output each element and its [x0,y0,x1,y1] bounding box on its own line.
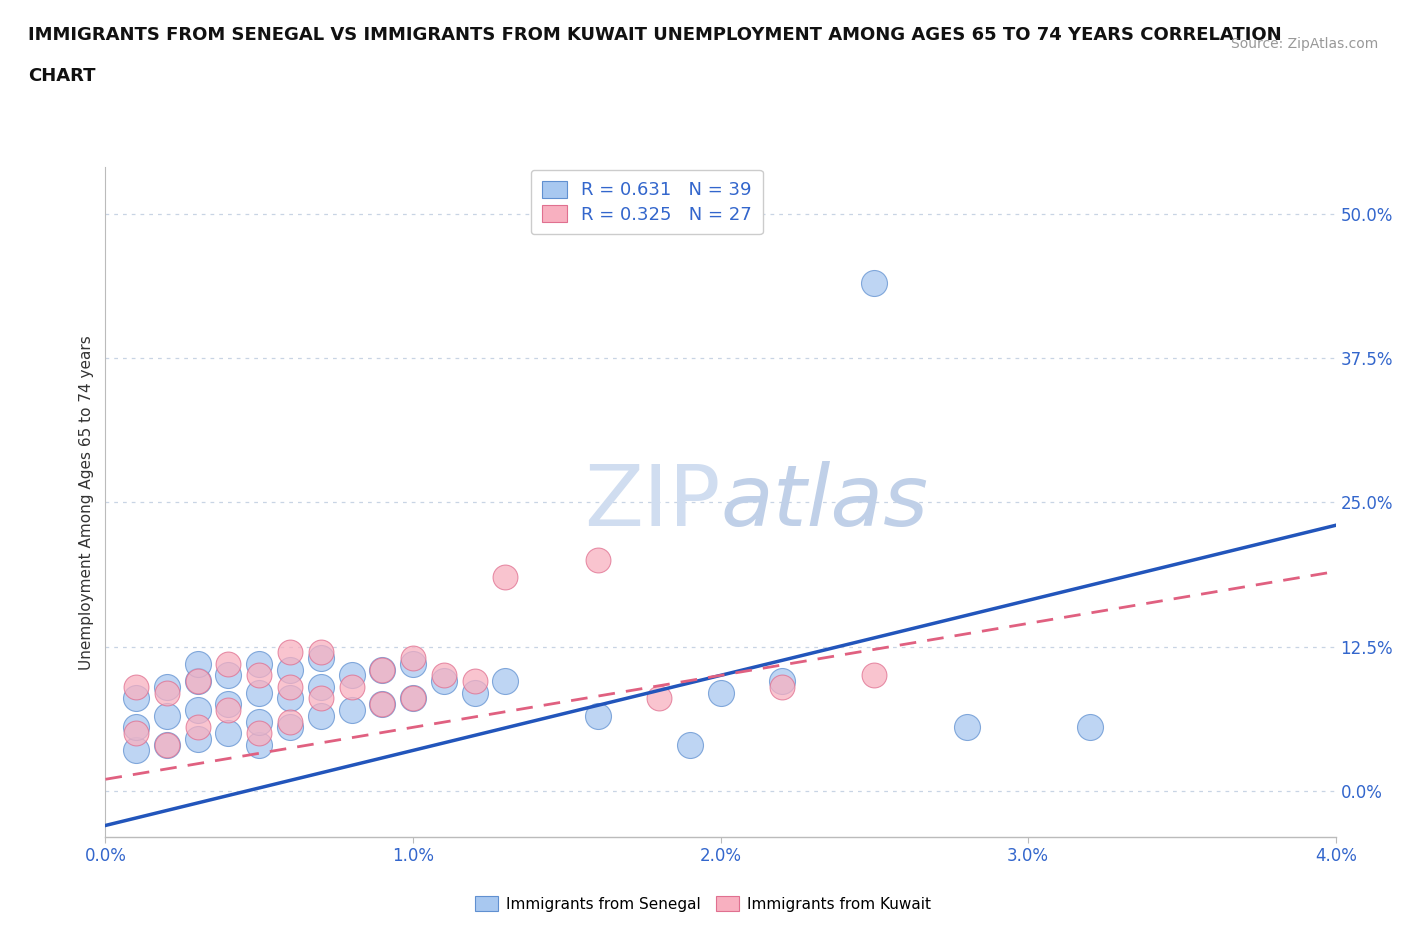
Point [371,697,394,711]
Point [247,737,270,752]
Point [770,680,793,695]
Point [125,720,148,735]
Point [156,709,179,724]
Point [770,673,793,688]
Point [371,697,394,711]
Point [340,668,363,683]
Point [187,720,209,735]
Point [187,702,209,717]
Point [464,673,486,688]
Point [586,709,609,724]
Text: ZIP: ZIP [583,460,721,544]
Point [218,668,240,683]
Point [278,662,301,677]
Point [309,651,332,666]
Point [371,662,394,677]
Point [863,668,886,683]
Text: atlas: atlas [721,460,928,544]
Text: IMMIGRANTS FROM SENEGAL VS IMMIGRANTS FROM KUWAIT UNEMPLOYMENT AMONG AGES 65 TO : IMMIGRANTS FROM SENEGAL VS IMMIGRANTS FR… [28,26,1282,44]
Point [586,552,609,567]
Point [218,725,240,740]
Point [218,657,240,671]
Point [1078,720,1101,735]
Point [494,570,516,585]
Point [125,743,148,758]
Point [371,662,394,677]
Point [433,668,456,683]
Point [340,680,363,695]
Text: Source: ZipAtlas.com: Source: ZipAtlas.com [1230,37,1378,51]
Point [309,644,332,659]
Point [156,737,179,752]
Point [247,668,270,683]
Point [278,691,301,706]
Point [648,691,671,706]
Point [125,725,148,740]
Point [187,731,209,746]
Point [309,709,332,724]
Point [218,702,240,717]
Point [156,685,179,700]
Point [187,673,209,688]
Point [340,702,363,717]
Point [863,275,886,290]
Y-axis label: Unemployment Among Ages 65 to 74 years: Unemployment Among Ages 65 to 74 years [79,335,94,670]
Point [218,697,240,711]
Point [156,680,179,695]
Point [187,657,209,671]
Point [125,691,148,706]
Point [494,673,516,688]
Point [156,737,179,752]
Point [247,657,270,671]
Point [402,691,425,706]
Point [278,720,301,735]
Point [187,673,209,688]
Point [402,657,425,671]
Point [402,691,425,706]
Point [247,685,270,700]
Point [402,651,425,666]
Point [278,714,301,729]
Legend: R = 0.631   N = 39, R = 0.325   N = 27: R = 0.631 N = 39, R = 0.325 N = 27 [530,170,763,234]
Point [309,691,332,706]
Point [433,673,456,688]
Point [679,737,702,752]
Point [956,720,979,735]
Point [309,680,332,695]
Point [125,680,148,695]
Legend: Immigrants from Senegal, Immigrants from Kuwait: Immigrants from Senegal, Immigrants from… [470,890,936,918]
Point [278,680,301,695]
Point [247,725,270,740]
Text: CHART: CHART [28,67,96,85]
Point [278,644,301,659]
Point [464,685,486,700]
Point [247,714,270,729]
Point [710,685,733,700]
